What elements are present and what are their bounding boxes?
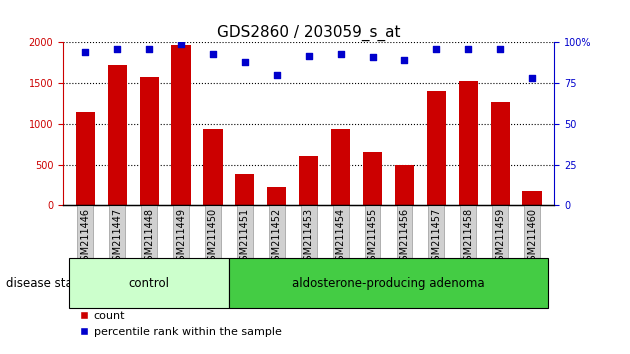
Bar bbox=[171, 45, 191, 205]
Bar bbox=[76, 112, 95, 205]
Text: GSM211458: GSM211458 bbox=[463, 208, 473, 267]
Text: GSM211459: GSM211459 bbox=[495, 208, 505, 267]
Point bbox=[432, 46, 442, 52]
Point bbox=[304, 53, 314, 58]
Point bbox=[272, 72, 282, 78]
Text: GSM211452: GSM211452 bbox=[272, 208, 282, 267]
Text: control: control bbox=[129, 277, 169, 290]
Point bbox=[495, 46, 505, 52]
Point bbox=[336, 51, 346, 57]
Bar bbox=[459, 81, 478, 205]
Point bbox=[80, 50, 90, 55]
Bar bbox=[491, 102, 510, 205]
Title: GDS2860 / 203059_s_at: GDS2860 / 203059_s_at bbox=[217, 25, 401, 41]
Legend: count, percentile rank within the sample: count, percentile rank within the sample bbox=[75, 307, 286, 341]
Text: GSM211449: GSM211449 bbox=[176, 208, 186, 267]
Point bbox=[208, 51, 218, 57]
Text: GSM211448: GSM211448 bbox=[144, 208, 154, 267]
Bar bbox=[140, 77, 159, 205]
Text: GSM211450: GSM211450 bbox=[208, 208, 218, 267]
Point bbox=[112, 46, 122, 52]
Bar bbox=[203, 129, 222, 205]
Text: GSM211454: GSM211454 bbox=[336, 208, 346, 267]
Text: GSM211453: GSM211453 bbox=[304, 208, 314, 267]
Point bbox=[144, 46, 154, 52]
Text: GSM211447: GSM211447 bbox=[112, 208, 122, 267]
Point bbox=[176, 41, 186, 47]
Text: GSM211455: GSM211455 bbox=[367, 208, 377, 267]
Bar bbox=[299, 156, 318, 205]
Text: GSM211460: GSM211460 bbox=[527, 208, 537, 267]
Text: GSM211456: GSM211456 bbox=[399, 208, 410, 267]
Bar bbox=[395, 165, 414, 205]
Text: aldosterone-producing adenoma: aldosterone-producing adenoma bbox=[292, 277, 485, 290]
Text: GSM211457: GSM211457 bbox=[432, 208, 442, 267]
Bar bbox=[522, 192, 542, 205]
Point bbox=[463, 46, 473, 52]
Point bbox=[527, 75, 537, 81]
Point bbox=[399, 58, 410, 63]
Point bbox=[367, 54, 377, 60]
Bar bbox=[267, 187, 287, 205]
Text: disease state ▶: disease state ▶ bbox=[6, 277, 98, 290]
Bar bbox=[427, 91, 446, 205]
Bar bbox=[331, 129, 350, 205]
Text: GSM211451: GSM211451 bbox=[240, 208, 250, 267]
Point bbox=[240, 59, 250, 65]
Bar bbox=[363, 152, 382, 205]
Text: GSM211446: GSM211446 bbox=[81, 208, 90, 267]
Bar bbox=[236, 173, 255, 205]
Bar bbox=[108, 65, 127, 205]
